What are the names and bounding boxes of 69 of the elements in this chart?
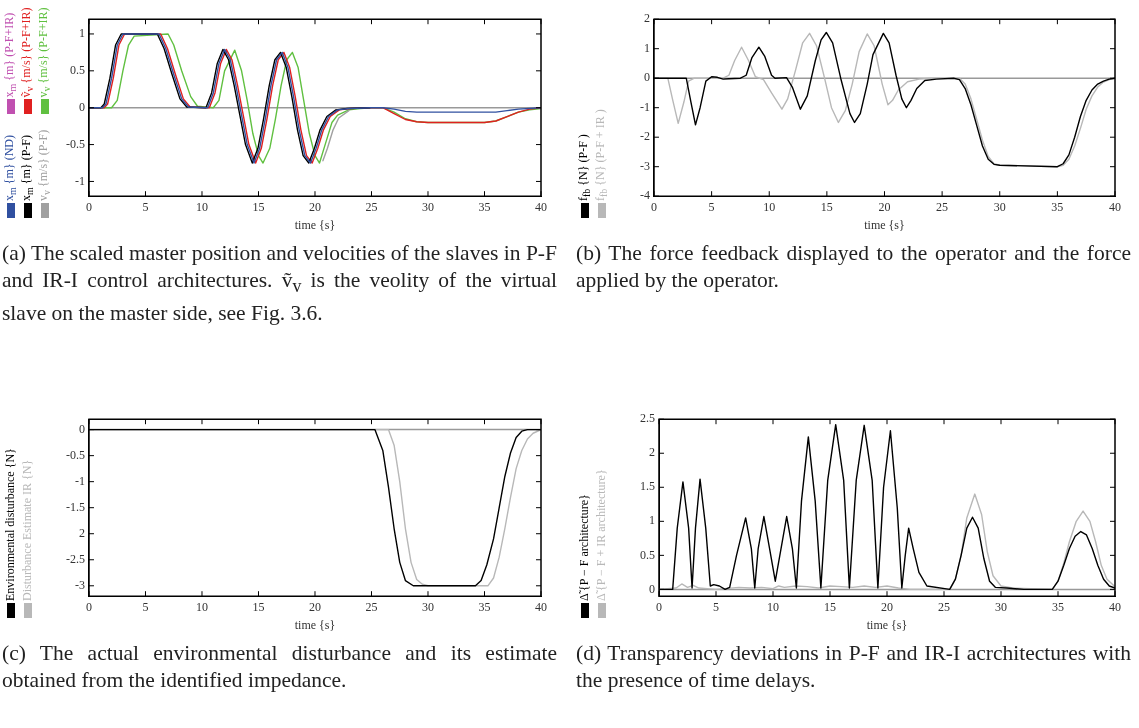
x-axis-title: time {s} (866, 617, 908, 632)
y-tick-label: -2.5 (66, 551, 85, 566)
x-tick-label: 10 (196, 599, 208, 614)
text: (c) The actual environmental disturbance and its estimate obtained from the identified impedance. (2, 640, 557, 694)
x-tick-label: 40 (1109, 599, 1121, 614)
x-axis-title: time {s} (294, 617, 336, 632)
x-tick-label: 40 (1109, 199, 1121, 214)
x-tick-label: 10 (767, 599, 779, 614)
x-tick-label: 5 (713, 599, 719, 614)
y-tick-label: 2 (649, 445, 655, 460)
y-tick-label: -0.5 (66, 136, 85, 151)
x-tick-label: 20 (309, 199, 321, 214)
y-tick-label: 0 (644, 70, 650, 85)
x-tick-label: 30 (422, 599, 434, 614)
x-tick-label: 15 (252, 199, 265, 214)
y-tick-label: -1 (75, 173, 85, 188)
y-tick-label: 2.5 (640, 411, 655, 426)
x-tick-label: 30 (422, 199, 434, 214)
x-tick-label: 20 (881, 599, 893, 614)
text: Δ̃ {P − F + IR architecture} (594, 469, 609, 602)
x-tick-label: 15 (252, 599, 265, 614)
y-tick-label: 1 (649, 513, 655, 528)
x-tick-label: 10 (196, 199, 208, 214)
x-axis-title: time {s} (864, 217, 905, 232)
x-tick-label: 25 (365, 599, 378, 614)
x-tick-label: 25 (365, 199, 378, 214)
x-tick-label: 15 (824, 599, 836, 614)
text: Disturbance Estimate IR {N} (20, 460, 35, 602)
x-tick-label: 5 (142, 599, 149, 614)
y-tick-label: -1 (640, 99, 650, 114)
y-tick-label: -0.5 (66, 447, 85, 462)
y-tick-label: -2 (640, 129, 650, 144)
y-tick-label: 2 (644, 11, 650, 26)
y-tick-label: 0 (79, 421, 85, 436)
y-tick-label: 0.5 (640, 547, 655, 562)
text: (d) Transparency deviations in P-F and IR-I acrchitectures with the presence of time delays. (576, 640, 1131, 694)
y-tick-label: -3 (640, 158, 650, 173)
y-tick-label: 0.5 (70, 62, 85, 77)
text: Environmental disturbance {N} (3, 448, 18, 602)
y-tick-label: -1 (75, 473, 85, 488)
x-tick-label: 5 (142, 199, 149, 214)
y-tick-label: 0 (649, 581, 655, 596)
x-tick-label: 35 (1051, 199, 1064, 214)
text: (b) The force feedback displayed to the operator and the force applied by the operator. (576, 240, 1131, 294)
x-tick-label: 30 (995, 599, 1007, 614)
y-tick-label: -4 (640, 188, 650, 203)
text: (a) The scaled master position and velocities of the slaves in P-F and IR-I control architectures. ṽ$_{v}$ is the veolity of the virtual slave on the master side, see Fig. 3.6. (2, 240, 557, 328)
x-tick-label: 35 (1052, 599, 1064, 614)
x-tick-label: 40 (535, 599, 547, 614)
x-tick-label: 25 (936, 199, 949, 214)
y-tick-label: 1 (79, 26, 85, 41)
x-tick-label: 20 (309, 599, 321, 614)
x-tick-label: 20 (878, 199, 891, 214)
x-axis-title: time {s} (294, 217, 336, 232)
x-tick-label: 35 (478, 599, 491, 614)
y-tick-label: 2 (79, 525, 85, 540)
x-tick-label: 30 (993, 199, 1006, 214)
y-tick-label: 1 (644, 40, 650, 55)
x-tick-label: 35 (478, 199, 491, 214)
y-tick-label: -1.5 (66, 499, 85, 514)
y-tick-label: -3 (75, 577, 85, 592)
x-tick-label: 5 (708, 199, 715, 214)
x-tick-label: 25 (938, 599, 950, 614)
x-tick-label: 40 (535, 199, 547, 214)
y-tick-label: 0 (79, 99, 85, 114)
x-tick-label: 15 (820, 199, 833, 214)
y-tick-label: 1.5 (640, 479, 655, 494)
x-tick-label: 10 (763, 199, 776, 214)
text: Δ̃ {P − F architecture} (577, 494, 592, 602)
